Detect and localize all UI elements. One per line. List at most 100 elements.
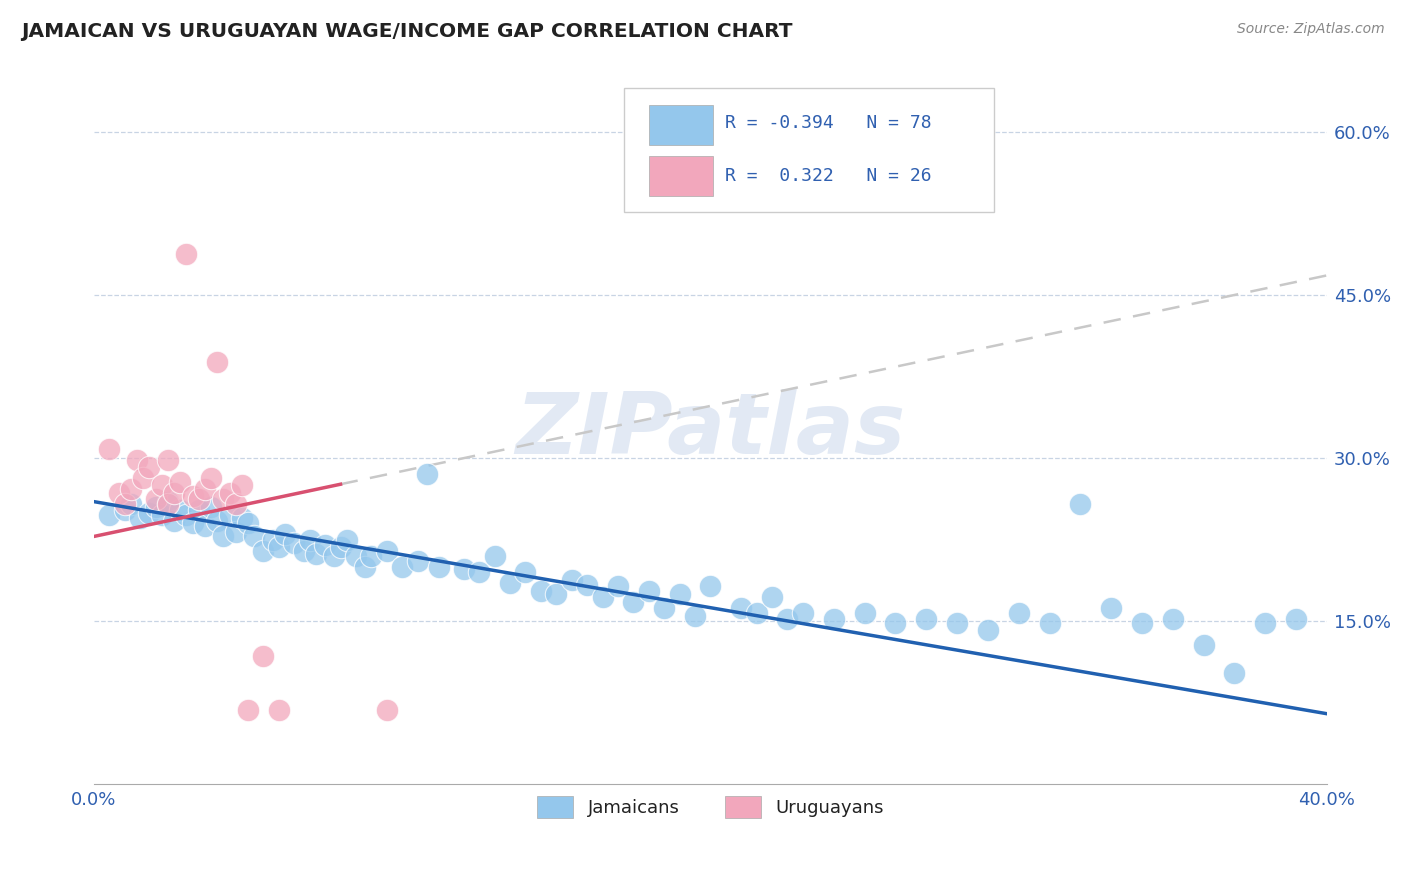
Point (391, 560, 413, 574)
Point (298, 533, 321, 547)
Point (546, 587, 568, 601)
Point (212, 492, 235, 507)
Point (792, 606, 814, 620)
Point (145, 500, 167, 514)
Point (145, 492, 167, 507)
Point (98, 508, 121, 522)
Point (107, 486, 129, 500)
Point (745, 606, 768, 620)
Point (354, 560, 377, 574)
Point (292, 543, 315, 558)
Point (200, 500, 222, 514)
Legend: Jamaicans, Uruguayans: Jamaicans, Uruguayans (530, 789, 891, 825)
Point (329, 541, 352, 555)
Point (427, 560, 450, 574)
Point (853, 606, 876, 620)
Point (181, 489, 204, 503)
Point (1223, 666, 1246, 681)
Text: R =  0.322   N = 26: R = 0.322 N = 26 (725, 167, 932, 185)
Point (187, 492, 209, 507)
Point (468, 566, 491, 580)
Point (1099, 601, 1122, 615)
Point (884, 616, 907, 631)
Point (323, 549, 346, 563)
Point (231, 511, 253, 525)
Point (236, 516, 259, 531)
Text: Source: ZipAtlas.com: Source: ZipAtlas.com (1237, 22, 1385, 37)
Point (194, 482, 217, 496)
Point (125, 453, 148, 467)
Point (499, 576, 522, 591)
Point (915, 612, 938, 626)
Point (218, 508, 240, 522)
Point (98, 442, 121, 457)
Point (163, 486, 186, 500)
Point (515, 566, 537, 580)
Point (150, 508, 173, 522)
Point (761, 591, 783, 605)
Point (176, 508, 198, 522)
Point (120, 497, 142, 511)
Point (194, 518, 217, 533)
Point (169, 475, 191, 489)
Point (138, 506, 160, 520)
Text: JAMAICAN VS URUGUAYAN WAGE/INCOME GAP CORRELATION CHART: JAMAICAN VS URUGUAYAN WAGE/INCOME GAP CO… (21, 22, 793, 41)
Point (637, 583, 659, 598)
Point (699, 579, 721, 593)
Point (314, 538, 336, 552)
Point (607, 579, 630, 593)
Point (156, 494, 179, 508)
Point (132, 471, 155, 485)
Point (225, 525, 247, 540)
Point (207, 514, 229, 528)
Point (621, 595, 644, 609)
Point (156, 453, 179, 467)
Point (1038, 616, 1060, 631)
Point (406, 554, 429, 568)
Text: R = -0.394   N = 78: R = -0.394 N = 78 (725, 114, 932, 132)
Point (114, 497, 136, 511)
Point (1254, 616, 1277, 631)
Point (252, 649, 274, 664)
Point (243, 529, 266, 543)
FancyBboxPatch shape (624, 88, 994, 211)
Point (652, 601, 675, 615)
Point (1285, 612, 1308, 626)
Point (267, 541, 290, 555)
Point (730, 601, 752, 615)
Point (1069, 497, 1091, 511)
Point (530, 583, 553, 598)
Point (262, 533, 284, 547)
Point (375, 543, 398, 558)
Point (218, 486, 240, 500)
Point (823, 612, 845, 626)
Point (360, 549, 382, 563)
Text: ZIPatlas: ZIPatlas (516, 390, 905, 473)
Point (231, 478, 253, 492)
Point (946, 616, 969, 631)
Point (150, 478, 173, 492)
Point (305, 547, 328, 561)
Point (181, 516, 204, 531)
Point (114, 503, 136, 517)
Point (212, 529, 235, 543)
Point (336, 533, 359, 547)
Point (1161, 612, 1184, 626)
Point (668, 587, 690, 601)
Point (977, 623, 1000, 637)
Point (156, 497, 179, 511)
Point (236, 703, 259, 717)
Point (576, 578, 599, 592)
Point (169, 503, 191, 517)
Point (207, 355, 229, 369)
Point (484, 549, 506, 563)
Point (274, 527, 297, 541)
Point (187, 503, 209, 517)
Point (683, 608, 706, 623)
Point (592, 591, 614, 605)
Point (252, 543, 274, 558)
Point (200, 471, 222, 485)
Point (1008, 606, 1031, 620)
Point (283, 536, 305, 550)
Point (1130, 616, 1153, 631)
